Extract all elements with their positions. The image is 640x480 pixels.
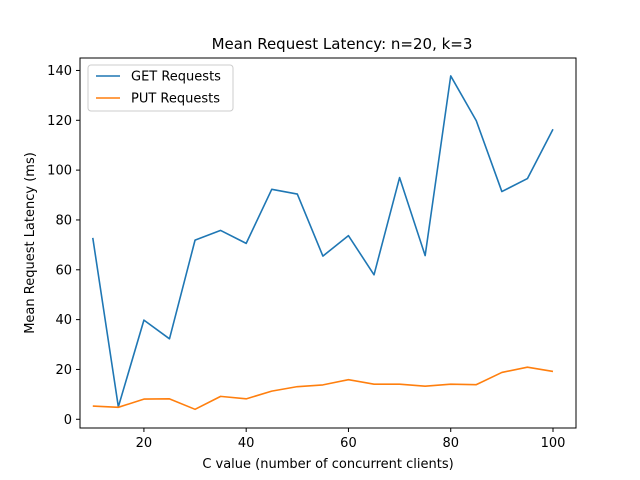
data-point-get-requests: [424, 254, 426, 256]
data-point-put-requests: [296, 385, 298, 387]
data-point-get-requests: [143, 319, 145, 321]
legend-entry-label: GET Requests: [131, 70, 221, 85]
x-tick-label: 20: [136, 436, 153, 451]
data-point-put-requests: [475, 383, 477, 385]
data-point-put-requests: [347, 378, 349, 380]
data-point-put-requests: [245, 398, 247, 400]
data-point-get-requests: [92, 237, 94, 239]
series-line-get-requests: [91, 75, 554, 408]
y-tick-label: 120: [47, 114, 72, 129]
x-axis: 20 40 60 80 100: [136, 428, 566, 451]
chart-title: Mean Request Latency: n=20, k=3: [212, 35, 473, 53]
data-point-get-requests: [194, 239, 196, 241]
y-tick-label: 100: [47, 164, 72, 179]
data-point-put-requests: [168, 398, 170, 400]
legend-entry-label: PUT Requests: [131, 92, 220, 107]
data-point-put-requests: [373, 383, 375, 385]
data-point-get-requests: [373, 274, 375, 276]
data-point-get-requests: [347, 234, 349, 236]
y-tick-label: 80: [55, 213, 72, 228]
y-axis-label: Mean Request Latency (ms): [23, 152, 38, 334]
y-axis: 0 20 40 60 80 100 120 140: [47, 64, 80, 428]
series-line-put-requests: [92, 366, 554, 411]
data-point-get-requests: [398, 176, 400, 178]
data-point-put-requests: [92, 405, 94, 407]
data-point-put-requests: [501, 371, 503, 373]
data-point-get-requests: [526, 177, 528, 179]
data-point-put-requests: [143, 398, 145, 400]
data-point-get-requests: [271, 188, 273, 190]
y-tick-label: 0: [64, 413, 72, 428]
x-tick-label: 80: [442, 436, 459, 451]
data-point-get-requests: [501, 190, 503, 192]
x-tick-label: 100: [541, 436, 566, 451]
data-point-put-requests: [322, 384, 324, 386]
data-point-get-requests: [296, 193, 298, 195]
data-point-put-requests: [271, 390, 273, 392]
data-point-get-requests: [219, 229, 221, 231]
x-tick-label: 60: [340, 436, 357, 451]
data-point-put-requests: [117, 406, 119, 408]
legend: GET Requests PUT Requests: [87, 64, 234, 112]
plot-area: [91, 75, 554, 411]
data-point-put-requests: [450, 383, 452, 385]
data-point-get-requests: [450, 75, 452, 77]
x-tick-label: 40: [238, 436, 255, 451]
data-point-put-requests: [398, 383, 400, 385]
data-point-put-requests: [552, 370, 554, 372]
data-point-put-requests: [526, 366, 528, 368]
data-point-put-requests: [219, 395, 221, 397]
data-point-get-requests: [475, 120, 477, 122]
data-point-get-requests: [552, 128, 554, 130]
x-axis-label: C value (number of concurrent clients): [202, 457, 453, 472]
y-tick-label: 20: [55, 363, 72, 378]
y-tick-label: 40: [55, 313, 72, 328]
data-point-put-requests: [424, 385, 426, 387]
y-tick-label: 140: [47, 64, 72, 79]
data-point-get-requests: [322, 255, 324, 257]
data-point-get-requests: [245, 242, 247, 244]
y-tick-label: 60: [55, 263, 72, 278]
data-point-get-requests: [168, 338, 170, 340]
legend-box: [87, 64, 234, 112]
axes-frame: [79, 57, 577, 429]
data-point-put-requests: [194, 408, 196, 410]
